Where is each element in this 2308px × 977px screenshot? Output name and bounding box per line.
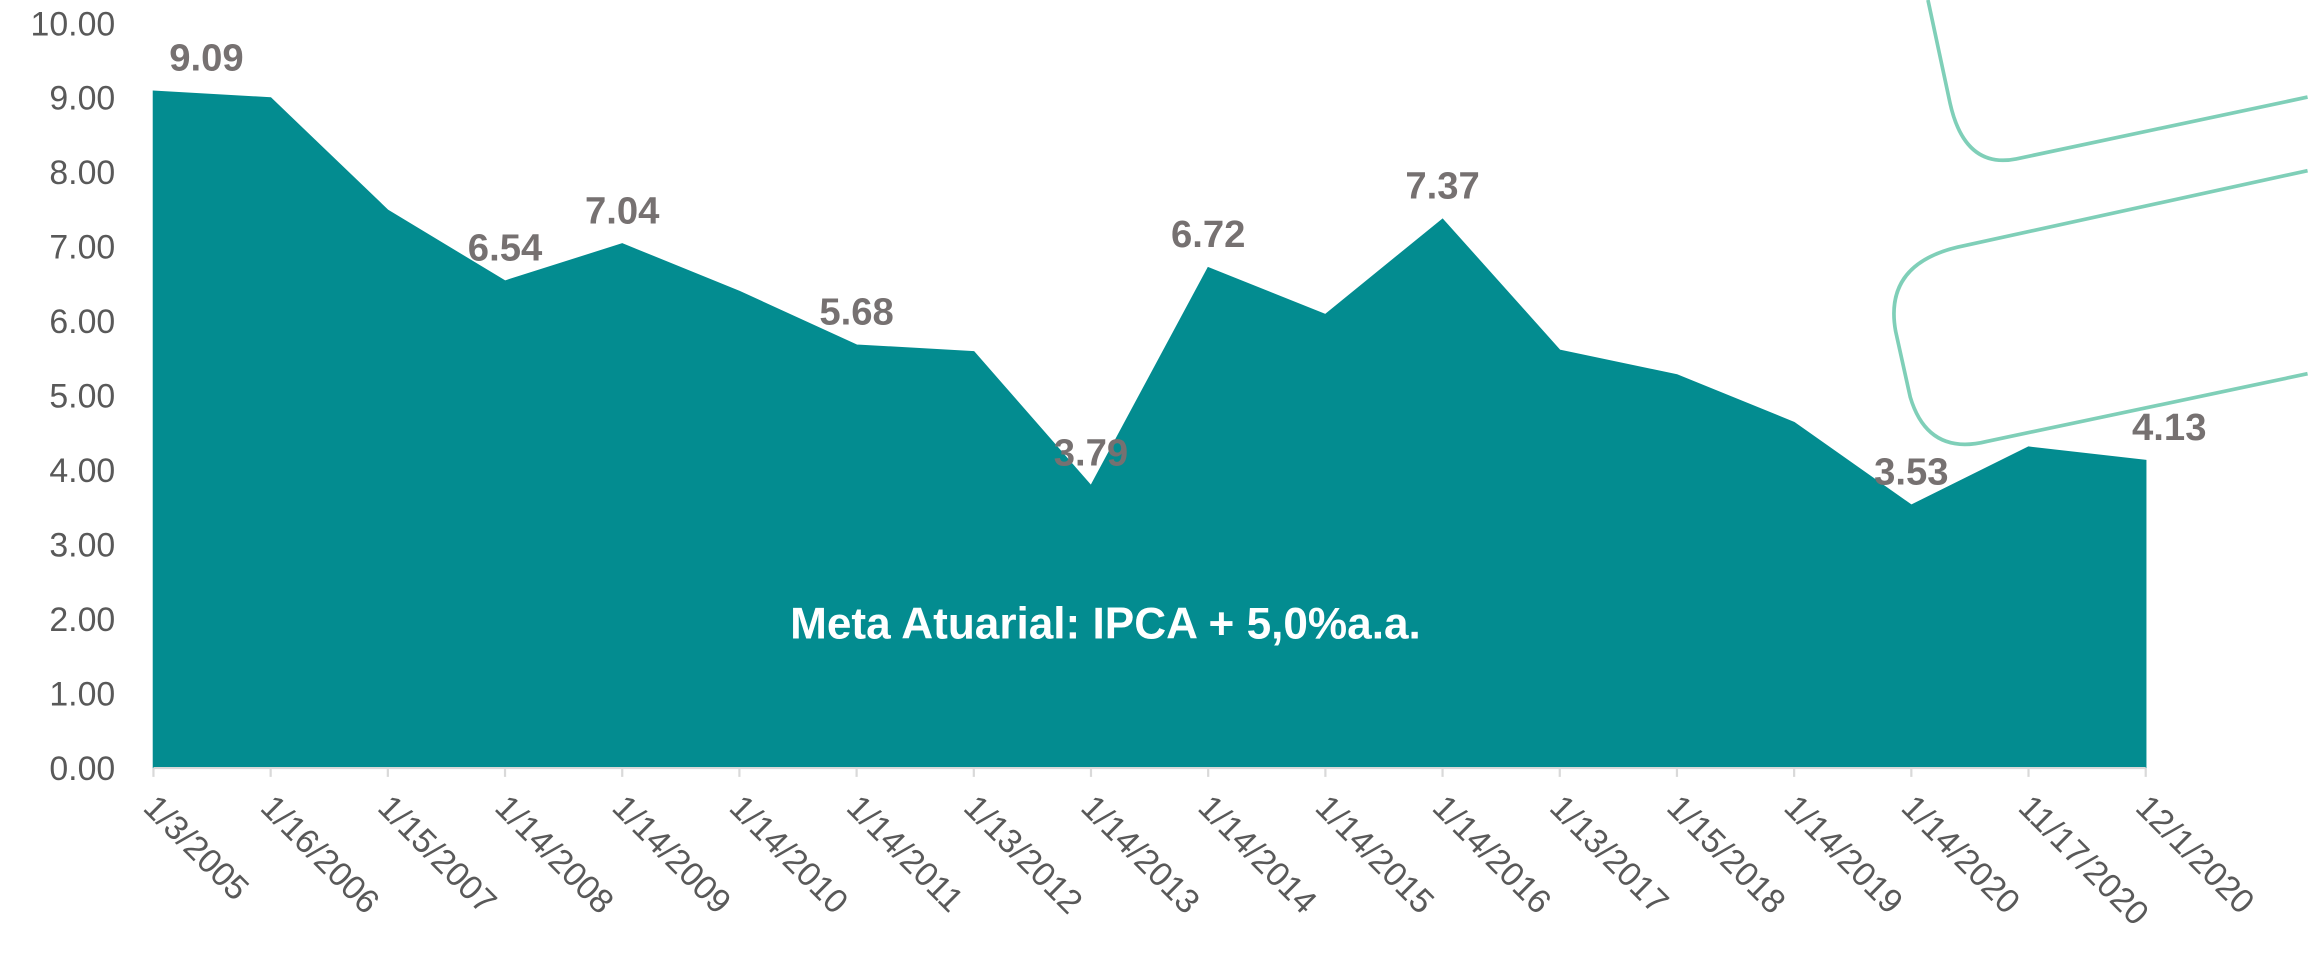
x-tick-label: 1/16/2006 [253,788,386,921]
decoration [1892,0,2308,447]
x-tick-label: 1/14/2020 [1894,788,2027,921]
x-tick-label: 1/3/2005 [136,788,256,908]
x-tick-label: 1/14/2011 [839,788,971,920]
value-label: 6.54 [468,227,543,270]
x-tick-label: 1/15/2007 [370,788,503,921]
x-tick-label: 1/14/2014 [1191,788,1324,921]
value-label: 7.37 [1405,165,1479,208]
y-tick-label: 6.00 [49,303,115,341]
x-tick-label: 1/14/2015 [1308,788,1441,921]
y-tick-label: 3.00 [49,526,115,564]
deco-line [1892,168,2308,447]
value-label: 9.09 [169,37,243,80]
deco-line [1926,0,2308,162]
x-tick-label: 1/14/2009 [605,788,738,921]
y-tick-label: 10.00 [31,5,116,43]
x-tick-label: 1/14/2019 [1777,788,1910,921]
value-label: 6.72 [1171,213,1245,256]
y-tick-label: 2.00 [49,601,115,639]
value-label: 4.13 [2132,406,2206,449]
y-tick-label: 9.00 [49,80,115,118]
y-tick-label: 1.00 [49,675,115,713]
x-tick-label: 1/14/2016 [1425,788,1558,921]
y-tick-label: 0.00 [49,750,115,788]
annotation: Meta Atuarial: IPCA + 5,0%a.a. [790,600,1421,649]
x-tick-label: 1/13/2012 [956,788,1089,921]
y-tick-label: 5.00 [49,378,115,416]
value-label: 3.79 [1054,431,1128,474]
y-tick-label: 4.00 [49,452,115,490]
y-tick-label: 7.00 [49,229,115,267]
x-tick-label: 1/14/2010 [722,788,855,921]
x-tick-label: 1/15/2018 [1660,788,1793,921]
value-label: 7.04 [585,189,660,232]
x-tick-label: 1/14/2013 [1074,788,1207,921]
area [152,90,2147,769]
value-label: 5.68 [819,291,893,334]
y-tick-label: 8.00 [49,154,115,192]
value-label: 3.53 [1874,451,1948,494]
x-tick-label: 1/13/2017 [1542,788,1675,921]
x-tick-label: 1/14/2008 [488,788,621,921]
